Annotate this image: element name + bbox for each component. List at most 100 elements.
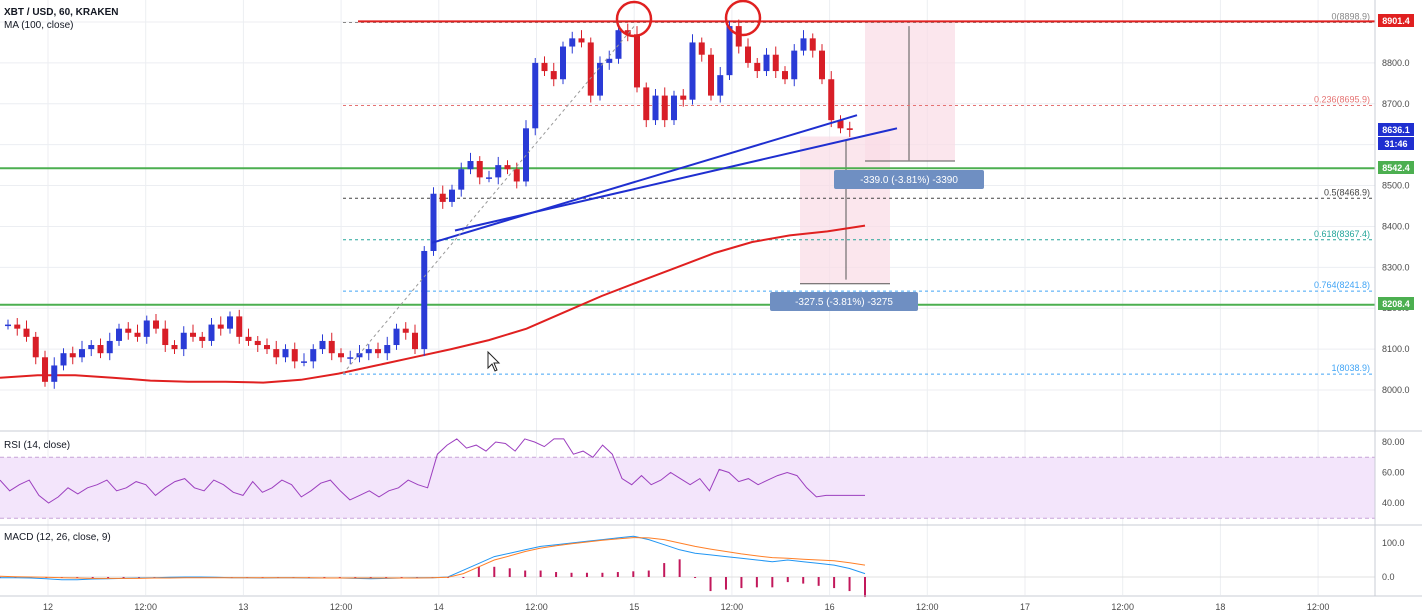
candle-body xyxy=(560,46,566,80)
candlestick-series xyxy=(5,19,853,389)
candle-body xyxy=(476,161,483,178)
candle-body xyxy=(624,30,631,35)
candle-body xyxy=(42,357,48,382)
candle-body xyxy=(763,54,770,72)
candle-body xyxy=(60,353,67,366)
candle-body xyxy=(106,340,113,354)
x-tick-label: 12:00 xyxy=(916,602,939,612)
countdown-tag: 31:46 xyxy=(1378,137,1414,150)
candle-body xyxy=(726,26,733,76)
candle-body xyxy=(449,189,455,202)
candle-body xyxy=(347,357,354,359)
x-tick-label: 14 xyxy=(434,602,444,612)
candle-body xyxy=(264,345,270,350)
measure-box-upper[interactable]: -339.0 (-3.81%) -3390 xyxy=(834,170,984,189)
candle-body xyxy=(504,165,511,170)
candle-body xyxy=(375,349,381,354)
y-tick-label: 8300.0 xyxy=(1382,262,1410,272)
candle-body xyxy=(319,340,326,350)
x-tick-label: 12:00 xyxy=(1111,602,1134,612)
x-tick-label: 15 xyxy=(629,602,639,612)
candle-body xyxy=(467,161,474,170)
support-upper-price-tag: 8542.4 xyxy=(1378,161,1414,174)
candle-body xyxy=(310,349,317,362)
candle-body xyxy=(439,193,446,202)
fib-level-label: 0.618(8367.4) xyxy=(1314,229,1370,239)
svg-text:8636.1: 8636.1 xyxy=(1382,125,1410,135)
x-tick-label: 12:00 xyxy=(1307,602,1330,612)
candle-body xyxy=(837,120,844,129)
y-tick-label: 8700.0 xyxy=(1382,99,1410,109)
y-tick-label: 8800.0 xyxy=(1382,58,1410,68)
y-tick-label: 8000.0 xyxy=(1382,385,1410,395)
y-tick-label: 8400.0 xyxy=(1382,221,1410,231)
candle-body xyxy=(402,328,409,333)
candle-body xyxy=(14,324,21,329)
double-top-circle xyxy=(615,0,653,38)
annotations xyxy=(615,0,762,38)
candle-body xyxy=(69,353,76,358)
candle-body xyxy=(809,38,816,51)
candle-body xyxy=(153,320,159,329)
trendline-lower xyxy=(454,127,898,232)
ma-legend: MA (100, close) xyxy=(4,20,73,31)
candle-body xyxy=(180,332,187,350)
candle-body xyxy=(486,177,492,179)
candle-body xyxy=(143,320,150,337)
candle-body xyxy=(32,336,39,358)
measure-box-lower[interactable]: -327.5 (-3.81%) -3275 xyxy=(770,292,918,311)
x-tick-label: 12:00 xyxy=(134,602,157,612)
candle-body xyxy=(597,62,603,96)
candle-body xyxy=(421,250,428,350)
candle-body xyxy=(652,95,659,121)
candle-body xyxy=(541,62,548,72)
moving-average-line xyxy=(0,224,866,384)
candle-body xyxy=(782,71,788,80)
candle-body xyxy=(328,340,335,354)
candle-body xyxy=(754,62,761,72)
candle-body xyxy=(661,95,668,121)
candle-body xyxy=(338,353,344,358)
candle-body xyxy=(846,128,853,130)
resistance-price-tag: 8901.4 xyxy=(1378,14,1414,27)
candle-body xyxy=(643,87,650,121)
svg-text:31:46: 31:46 xyxy=(1384,139,1407,149)
x-tick-label: 12:00 xyxy=(330,602,353,612)
svg-text:8542.4: 8542.4 xyxy=(1382,163,1410,173)
candle-body xyxy=(708,54,714,96)
candle-body xyxy=(199,336,206,341)
macd-tick-label: 100.0 xyxy=(1382,538,1405,548)
candle-body xyxy=(301,361,307,363)
candle-body xyxy=(254,340,261,346)
candle-body xyxy=(430,193,437,251)
candle-body xyxy=(393,328,400,346)
rsi-tick-label: 80.00 xyxy=(1382,437,1405,447)
y-tick-label: 8100.0 xyxy=(1382,344,1410,354)
x-tick-label: 18 xyxy=(1215,602,1225,612)
x-tick-label: 16 xyxy=(825,602,835,612)
y-tick-label: 8500.0 xyxy=(1382,181,1410,191)
candle-body xyxy=(5,324,11,327)
candle-body xyxy=(356,353,363,358)
candle-body xyxy=(162,328,169,346)
svg-text:8208.4: 8208.4 xyxy=(1382,299,1410,309)
trendlines xyxy=(342,23,898,374)
rsi-legend: RSI (14, close) xyxy=(4,440,70,451)
trendline-upper xyxy=(431,114,858,244)
candle-body xyxy=(227,316,233,329)
candle-body xyxy=(800,38,807,51)
candle-body xyxy=(458,169,465,190)
candle-body xyxy=(125,328,132,333)
candle-body xyxy=(51,365,58,382)
candle-body xyxy=(615,30,622,59)
candle-body xyxy=(134,332,141,337)
price-levels: 0(8898.9) 0.236(8695.9) 0.5(8468.9) 0.618(8… xyxy=(0,11,1375,375)
fib-level-label: 1(8038.9) xyxy=(1331,363,1370,373)
candle-body xyxy=(116,328,122,341)
candle-body xyxy=(671,95,677,121)
candle-body xyxy=(587,42,594,96)
ma-100-line xyxy=(0,224,866,384)
candle-body xyxy=(569,38,576,47)
candle-body xyxy=(208,324,215,341)
